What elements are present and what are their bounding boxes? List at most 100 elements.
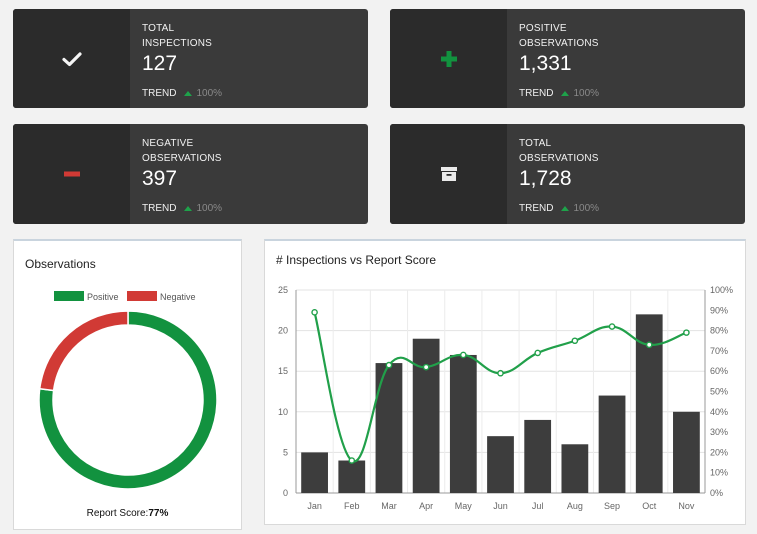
card-label: TOTAL INSPECTIONS — [142, 23, 212, 49]
bar-sep[interactable] — [598, 395, 626, 493]
y-left-tick-label: 10 — [278, 407, 288, 417]
y-right-tick-label: 30% — [710, 427, 728, 437]
card-icon-area — [390, 9, 507, 108]
x-tick-label: Feb — [344, 501, 360, 511]
trend-up-icon — [184, 91, 193, 96]
trend-percent: 100% — [573, 88, 600, 99]
line-point-nov[interactable] — [683, 329, 690, 336]
card-value: 127 — [142, 52, 178, 75]
card-value: 397 — [142, 167, 178, 190]
line-point-aug[interactable] — [571, 337, 579, 345]
bar-jul[interactable] — [524, 419, 552, 493]
card-label: POSITIVE OBSERVATIONS — [519, 23, 599, 49]
bar-apr[interactable] — [412, 338, 440, 493]
card-value: 1,728 — [519, 167, 572, 190]
y-right-tick-label: 50% — [710, 387, 728, 397]
y-right-tick-label: 20% — [710, 447, 728, 457]
trend-up-icon — [561, 91, 570, 96]
x-tick-label: Oct — [642, 501, 657, 511]
bar-mar[interactable] — [375, 363, 403, 493]
card-positive-observations: POSITIVE OBSERVATIONS 1,331 TREND 100% — [390, 9, 745, 108]
card-trend: TREND 100% — [142, 88, 368, 99]
line-point-jul[interactable] — [534, 349, 541, 357]
inspections-combo-chart: 0 5 10 15 20 25 0% 10% 20% 30% 40% 50% 60% 70% 80% 90% 1… — [278, 285, 733, 511]
card-negative-observations: NEGATIVE OBSERVATIONS 397 TREND 100% — [13, 124, 368, 224]
card-label: TOTAL OBSERVATIONS — [519, 138, 599, 164]
card-total-observations: TOTAL OBSERVATIONS 1,728 TREND 100% — [390, 124, 745, 224]
card-icon-area — [390, 124, 507, 224]
y-right-tick-label: 70% — [710, 346, 728, 356]
y-right-tick-label: 0% — [710, 488, 723, 498]
x-tick-label: Mar — [381, 501, 397, 511]
trend-label: TREND — [142, 88, 177, 99]
y-left-tick-label: 25 — [278, 285, 288, 295]
trend-percent: 100% — [196, 88, 223, 99]
card-total-inspections: TOTAL INSPECTIONS 127 TREND 100% — [13, 9, 368, 108]
line-point-oct[interactable] — [645, 341, 653, 349]
y-left-tick-label: 15 — [278, 366, 288, 376]
bar-may[interactable] — [449, 354, 477, 493]
x-tick-label: Jan — [307, 501, 322, 511]
y-right-tick-label: 100% — [710, 285, 733, 295]
line-point-feb[interactable] — [348, 457, 356, 464]
plus-icon — [440, 50, 457, 67]
card-value: 1,331 — [519, 52, 572, 75]
legend-swatch-positive — [54, 291, 84, 301]
card-icon-area — [13, 124, 130, 224]
report-score: Report Score:77% — [14, 508, 241, 519]
y-right-tick-label: 60% — [710, 366, 728, 376]
bar-jun[interactable] — [487, 436, 514, 493]
x-tick-label: Apr — [419, 501, 433, 511]
archive-icon — [440, 167, 457, 181]
x-tick-label: Jun — [493, 501, 508, 511]
line-point-jan[interactable] — [311, 309, 318, 316]
x-tick-label: Sep — [604, 501, 620, 511]
y-left-tick-label: 0 — [283, 488, 288, 498]
observations-title: Observations — [25, 257, 96, 271]
report-score-value: 77% — [148, 508, 169, 519]
y-right-tick-label: 80% — [710, 326, 728, 336]
bar-jan[interactable] — [301, 452, 328, 493]
check-icon — [61, 51, 82, 66]
observations-donut-chart: Positive Negative — [38, 291, 218, 490]
card-trend: TREND 100% — [519, 203, 745, 214]
y-left-tick-label: 20 — [278, 326, 288, 336]
trend-label: TREND — [519, 88, 554, 99]
legend-label-negative: Negative — [160, 292, 196, 302]
donut-slice-negative[interactable] — [38, 310, 129, 392]
trend-label: TREND — [519, 203, 554, 214]
card-label: NEGATIVE OBSERVATIONS — [142, 138, 222, 164]
bar-aug[interactable] — [561, 444, 589, 493]
trend-percent: 100% — [196, 203, 223, 214]
card-trend: TREND 100% — [142, 203, 368, 214]
legend-swatch-negative — [127, 291, 157, 301]
observations-panel: Observations Positive Negative Report Sc… — [13, 239, 242, 530]
line-point-mar[interactable] — [385, 361, 393, 369]
trend-up-icon — [184, 206, 193, 211]
bar-nov[interactable] — [673, 411, 700, 493]
inspections-chart-panel: # Inspections vs Report Score 0 5 10 15 20 25… — [264, 239, 746, 525]
bar-feb[interactable] — [338, 460, 366, 493]
minus-icon — [63, 171, 80, 177]
trend-label: TREND — [142, 203, 177, 214]
y-right-tick-label: 90% — [710, 305, 728, 315]
line-point-may[interactable] — [460, 351, 467, 359]
report-score-label: Report Score: — [86, 508, 149, 519]
line-point-sep[interactable] — [608, 323, 616, 330]
x-tick-label: Aug — [567, 501, 583, 511]
x-tick-label: Jul — [532, 501, 544, 511]
report-score-line — [313, 312, 687, 463]
inspections-chart-title: # Inspections vs Report Score — [276, 253, 437, 267]
trend-percent: 100% — [573, 203, 600, 214]
x-tick-label: Nov — [678, 501, 695, 511]
line-point-jun[interactable] — [497, 369, 504, 377]
line-point-apr[interactable] — [422, 363, 430, 371]
card-icon-area — [13, 9, 130, 108]
y-right-tick-label: 10% — [710, 468, 728, 478]
legend-label-positive: Positive — [87, 292, 119, 302]
y-right-tick-label: 40% — [710, 407, 728, 417]
x-tick-label: May — [455, 501, 473, 511]
card-trend: TREND 100% — [519, 88, 745, 99]
y-left-tick-label: 5 — [283, 447, 288, 457]
trend-up-icon — [561, 206, 570, 211]
